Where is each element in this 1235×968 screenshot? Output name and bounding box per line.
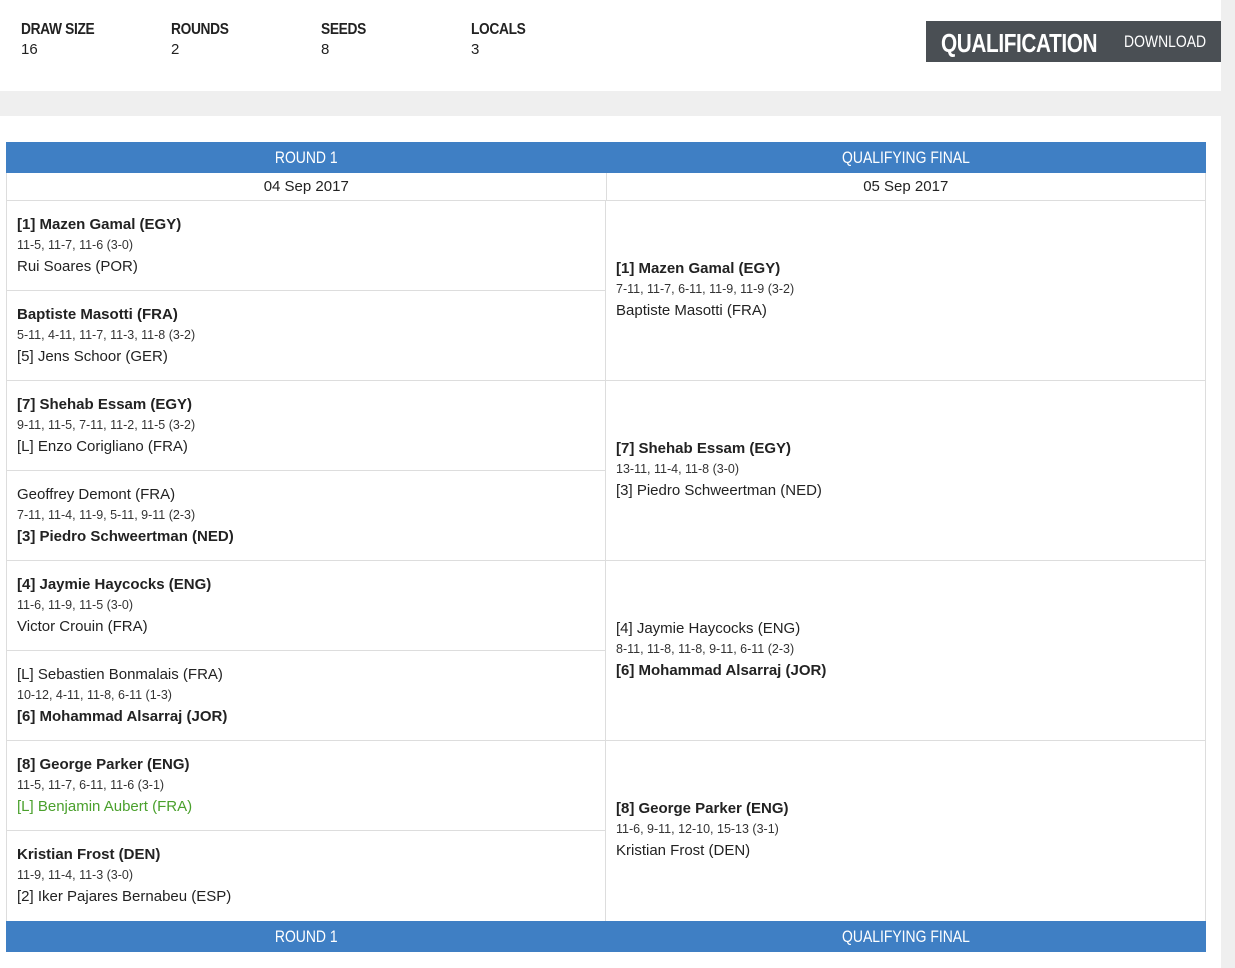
stat-label: DRAW SIZE — [21, 21, 95, 38]
match-score: 5-11, 4-11, 11-7, 11-3, 11-8 (3-2) — [17, 328, 196, 342]
match-cell: Kristian Frost (DEN) 11-9, 11-4, 11-3 (3-… — [7, 831, 605, 921]
player-name[interactable]: Kristian Frost (DEN) — [616, 842, 751, 859]
player-name[interactable]: [5] Jens Schoor (GER) — [17, 348, 168, 365]
round-footer-final: QUALIFYING FINAL — [842, 927, 970, 946]
player-name[interactable]: Rui Soares (POR) — [17, 258, 138, 275]
match-score: 11-5, 11-7, 11-6 (3-0) — [17, 238, 134, 252]
player-name[interactable]: [1] Mazen Gamal (EGY) — [17, 216, 182, 233]
player-name[interactable]: [2] Iker Pajares Bernabeu (ESP) — [17, 888, 232, 905]
player-name[interactable]: [8] George Parker (ENG) — [17, 756, 190, 773]
round1-date: 04 Sep 2017 — [7, 173, 607, 200]
match-cell: Baptiste Masotti (FRA) 5-11, 4-11, 11-7, … — [7, 291, 605, 381]
match-cell: [8] George Parker (ENG) 11-6, 9-11, 12-10… — [606, 741, 1205, 921]
player-name[interactable]: [4] Jaymie Haycocks (ENG) — [616, 620, 801, 637]
match-cell: [L] Sebastien Bonmalais (FRA) 10-12, 4-11… — [7, 651, 605, 741]
stat-seeds: SEEDS 8 — [321, 20, 461, 60]
match: [8] George Parker (ENG) 11-5, 11-7, 6-11,… — [17, 754, 192, 817]
qualification-panel: QUALIFICATION DOWNLOAD — [926, 21, 1221, 62]
match-cell: [1] Mazen Gamal (EGY) 11-5, 11-7, 11-6 (3… — [7, 201, 605, 291]
player-name[interactable]: [L] Benjamin Aubert (FRA) — [17, 798, 193, 815]
player-name[interactable]: [7] Shehab Essam (EGY) — [616, 440, 792, 457]
bracket-grid: [1] Mazen Gamal (EGY) 11-5, 11-7, 11-6 (3… — [6, 201, 1206, 921]
match-score: 11-6, 11-9, 11-5 (3-0) — [17, 598, 134, 612]
qualification-title: QUALIFICATION — [941, 28, 1098, 58]
player-name[interactable]: [8] George Parker (ENG) — [616, 800, 789, 817]
player-name[interactable]: [7] Shehab Essam (EGY) — [17, 396, 193, 413]
download-link[interactable]: DOWNLOAD — [1123, 32, 1206, 51]
draw-summary: DRAW SIZE 16 ROUNDS 2 SEEDS 8 LOCALS 3 Q… — [0, 0, 1221, 91]
stat-value: 2 — [171, 41, 180, 58]
match-score: 11-9, 11-4, 11-3 (3-0) — [17, 868, 134, 882]
player-name[interactable]: [3] Piedro Schweertman (NED) — [616, 482, 822, 499]
match: [4] Jaymie Haycocks (ENG) 11-6, 11-9, 11-… — [17, 574, 211, 637]
round-footer: ROUND 1 QUALIFYING FINAL — [6, 921, 1206, 952]
date-row: 04 Sep 2017 05 Sep 2017 — [6, 173, 1206, 201]
round-header-round1: ROUND 1 — [274, 148, 338, 167]
round-header: ROUND 1 QUALIFYING FINAL — [6, 142, 1206, 173]
match: Kristian Frost (DEN) 11-9, 11-4, 11-3 (3-… — [17, 844, 231, 907]
stat-locals: LOCALS 3 — [471, 20, 611, 60]
player-name[interactable]: [3] Piedro Schweertman (NED) — [17, 528, 234, 545]
match-cell: [8] George Parker (ENG) 11-5, 11-7, 6-11,… — [7, 741, 605, 831]
match: [1] Mazen Gamal (EGY) 7-11, 11-7, 6-11, 1… — [616, 258, 794, 321]
match-score: 11-5, 11-7, 6-11, 11-6 (3-1) — [17, 778, 165, 792]
match-score: 8-11, 11-8, 11-8, 9-11, 6-11 (2-3) — [616, 642, 795, 656]
round-header-final: QUALIFYING FINAL — [842, 148, 970, 167]
draw-bracket: ROUND 1 QUALIFYING FINAL 04 Sep 2017 05 … — [6, 142, 1206, 921]
match: [7] Shehab Essam (EGY) 9-11, 11-5, 7-11, … — [17, 394, 195, 457]
player-name[interactable]: [6] Mohammad Alsarraj (JOR) — [616, 662, 827, 679]
stat-label: SEEDS — [321, 21, 366, 38]
match-cell: [7] Shehab Essam (EGY) 13-11, 11-4, 11-8 … — [606, 381, 1205, 561]
player-name[interactable]: [1] Mazen Gamal (EGY) — [616, 260, 781, 277]
match: [1] Mazen Gamal (EGY) 11-5, 11-7, 11-6 (3… — [17, 214, 181, 277]
section-divider — [0, 91, 1221, 116]
stat-label: ROUNDS — [171, 21, 229, 38]
player-name[interactable]: [6] Mohammad Alsarraj (JOR) — [17, 708, 228, 725]
stat-label: LOCALS — [471, 21, 526, 38]
match: [8] George Parker (ENG) 11-6, 9-11, 12-10… — [616, 798, 789, 861]
stat-value: 3 — [471, 41, 480, 58]
player-name[interactable]: Baptiste Masotti (FRA) — [17, 306, 178, 323]
match-score: 10-12, 4-11, 11-8, 6-11 (1-3) — [17, 688, 172, 702]
match-cell: [4] Jaymie Haycocks (ENG) 8-11, 11-8, 11-… — [606, 561, 1205, 741]
round1-column: [1] Mazen Gamal (EGY) 11-5, 11-7, 11-6 (3… — [7, 201, 606, 921]
match-score: 7-11, 11-4, 11-9, 5-11, 9-11 (2-3) — [17, 508, 196, 522]
match-score: 11-6, 9-11, 12-10, 15-13 (3-1) — [616, 822, 779, 836]
player-name[interactable]: Geoffrey Demont (FRA) — [17, 486, 176, 503]
player-name[interactable]: [4] Jaymie Haycocks (ENG) — [17, 576, 212, 593]
round-footer-bar: ROUND 1 QUALIFYING FINAL — [6, 921, 1206, 952]
match: [7] Shehab Essam (EGY) 13-11, 11-4, 11-8 … — [616, 438, 822, 501]
final-column: [1] Mazen Gamal (EGY) 7-11, 11-7, 6-11, 1… — [606, 201, 1205, 921]
stat-rounds: ROUNDS 2 — [171, 20, 311, 60]
player-name[interactable]: [L] Sebastien Bonmalais (FRA) — [17, 666, 223, 683]
scrollbar-track[interactable] — [1221, 0, 1235, 968]
match-cell: [4] Jaymie Haycocks (ENG) 11-6, 11-9, 11-… — [7, 561, 605, 651]
stat-value: 16 — [21, 41, 38, 58]
match-score: 13-11, 11-4, 11-8 (3-0) — [616, 462, 739, 476]
match: [4] Jaymie Haycocks (ENG) 8-11, 11-8, 11-… — [616, 618, 826, 681]
match-cell: [1] Mazen Gamal (EGY) 7-11, 11-7, 6-11, 1… — [606, 201, 1205, 381]
match: Geoffrey Demont (FRA) 7-11, 11-4, 11-9, 5… — [17, 484, 234, 547]
final-date: 05 Sep 2017 — [863, 178, 949, 195]
stat-draw-size: DRAW SIZE 16 — [21, 20, 161, 60]
match-score: 7-11, 11-7, 6-11, 11-9, 11-9 (3-2) — [616, 282, 795, 296]
player-name[interactable]: Kristian Frost (DEN) — [17, 846, 161, 863]
stat-value: 8 — [321, 41, 330, 58]
player-name[interactable]: Victor Crouin (FRA) — [17, 618, 148, 635]
match: Baptiste Masotti (FRA) 5-11, 4-11, 11-7, … — [17, 304, 195, 367]
round-footer-round1: ROUND 1 — [274, 927, 338, 946]
match-cell: Geoffrey Demont (FRA) 7-11, 11-4, 11-9, 5… — [7, 471, 605, 561]
player-name[interactable]: Baptiste Masotti (FRA) — [616, 302, 767, 319]
player-name[interactable]: [L] Enzo Corigliano (FRA) — [17, 438, 188, 455]
match-cell: [7] Shehab Essam (EGY) 9-11, 11-5, 7-11, … — [7, 381, 605, 471]
match: [L] Sebastien Bonmalais (FRA) 10-12, 4-11… — [17, 664, 227, 727]
match-score: 9-11, 11-5, 7-11, 11-2, 11-5 (3-2) — [17, 418, 196, 432]
